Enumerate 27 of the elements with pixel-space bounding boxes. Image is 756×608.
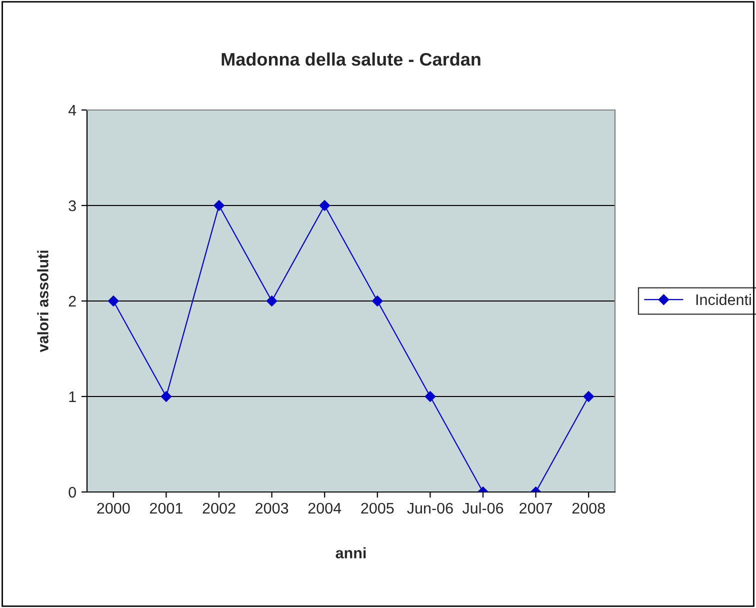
x-tick-label: 2005: [361, 502, 394, 514]
x-axis-title: anni: [336, 547, 366, 558]
point: [160, 391, 172, 402]
x-tick-label: 2003: [256, 502, 288, 514]
point: [583, 391, 594, 402]
point: [214, 200, 224, 211]
chart-title: Madonna della salute - Cardan: [222, 52, 480, 66]
y-tick-label: 4: [68, 105, 76, 116]
x-tick-label: Jul-06: [462, 502, 504, 514]
y-tick-label: 3: [68, 200, 76, 212]
y-axis-title: valori assoluti: [37, 250, 48, 352]
point: [319, 200, 330, 211]
x-tick-label: 2004: [308, 502, 342, 514]
y-tick-label: 2: [68, 296, 76, 307]
point: [108, 296, 119, 306]
y-tick-label: 1: [69, 392, 76, 402]
x-tick-label: 2002: [202, 502, 236, 514]
x-tick-label: 2001: [150, 502, 182, 514]
x-tick-label: Jun-06: [407, 502, 453, 514]
x-tick-label: 2008: [572, 502, 605, 514]
point: [266, 296, 278, 306]
legend-label: Incidenti: [696, 294, 751, 306]
point: [424, 391, 436, 402]
point: [372, 296, 383, 306]
y-tick-label: 0: [68, 486, 76, 498]
x-tick-label: 2000: [97, 502, 130, 514]
x-tick-label: 2007: [520, 502, 552, 514]
